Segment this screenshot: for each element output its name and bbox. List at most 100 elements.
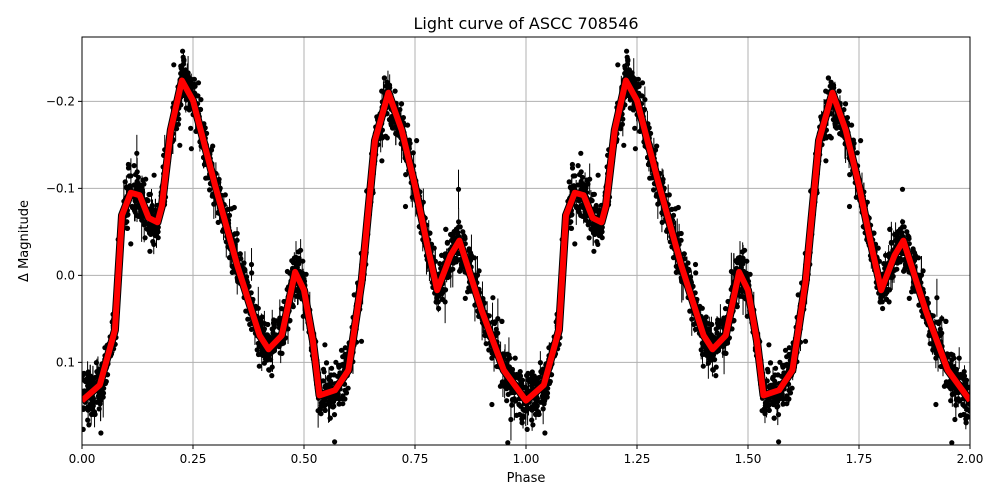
data-point bbox=[267, 353, 272, 358]
data-point bbox=[298, 248, 303, 253]
data-point bbox=[323, 408, 328, 413]
data-point bbox=[642, 97, 647, 102]
data-point bbox=[393, 131, 398, 136]
data-point bbox=[151, 242, 156, 247]
data-point bbox=[964, 420, 969, 425]
data-point bbox=[622, 71, 627, 76]
data-point bbox=[437, 261, 442, 266]
data-point bbox=[434, 299, 439, 304]
data-point bbox=[704, 314, 709, 319]
data-point bbox=[900, 219, 905, 224]
data-point bbox=[514, 372, 519, 377]
data-point bbox=[858, 138, 863, 143]
data-point bbox=[768, 360, 773, 365]
data-point bbox=[399, 101, 404, 106]
data-point bbox=[85, 418, 90, 423]
data-point bbox=[636, 77, 641, 82]
data-point bbox=[296, 256, 301, 261]
data-point bbox=[621, 143, 626, 148]
data-point bbox=[530, 369, 535, 374]
data-point bbox=[787, 345, 792, 350]
data-point bbox=[530, 406, 535, 411]
data-point bbox=[456, 224, 461, 229]
x-tick-label: 0.00 bbox=[69, 452, 96, 466]
data-point bbox=[632, 126, 637, 131]
data-point bbox=[949, 352, 954, 357]
data-point bbox=[140, 178, 145, 183]
data-point bbox=[591, 249, 596, 254]
data-point bbox=[134, 151, 139, 156]
data-point bbox=[715, 320, 720, 325]
data-point bbox=[147, 231, 152, 236]
data-point bbox=[958, 413, 963, 418]
data-point bbox=[530, 422, 535, 427]
data-point bbox=[693, 270, 698, 275]
data-point bbox=[245, 317, 250, 322]
data-point bbox=[278, 350, 283, 355]
y-tick-label: 0.1 bbox=[56, 355, 75, 369]
data-point bbox=[403, 172, 408, 177]
data-point bbox=[499, 319, 504, 324]
data-point bbox=[577, 172, 582, 177]
x-tick-label: 1.00 bbox=[513, 452, 540, 466]
data-point bbox=[265, 322, 270, 327]
data-point bbox=[766, 369, 771, 374]
data-point bbox=[530, 378, 535, 383]
data-point bbox=[133, 172, 138, 177]
data-point bbox=[207, 187, 212, 192]
data-point bbox=[439, 253, 444, 258]
data-point bbox=[405, 123, 410, 128]
data-point bbox=[615, 62, 620, 67]
data-point bbox=[343, 345, 348, 350]
data-point bbox=[257, 364, 262, 369]
x-tick-label: 2.00 bbox=[957, 452, 984, 466]
data-point bbox=[86, 422, 91, 427]
data-point bbox=[98, 398, 103, 403]
data-point bbox=[894, 234, 899, 239]
data-point bbox=[155, 227, 160, 232]
data-point bbox=[322, 342, 327, 347]
data-point bbox=[456, 187, 461, 192]
data-point bbox=[772, 381, 777, 386]
data-point bbox=[264, 358, 269, 363]
data-point bbox=[506, 392, 511, 397]
data-point bbox=[595, 242, 600, 247]
data-point bbox=[722, 350, 727, 355]
data-point bbox=[463, 296, 468, 301]
data-point bbox=[584, 178, 589, 183]
data-point bbox=[781, 401, 786, 406]
data-point bbox=[878, 299, 883, 304]
data-point bbox=[379, 89, 384, 94]
data-point bbox=[505, 352, 510, 357]
data-point bbox=[329, 366, 334, 371]
data-point bbox=[803, 339, 808, 344]
data-point bbox=[673, 206, 678, 211]
data-point bbox=[346, 386, 351, 391]
data-point bbox=[458, 266, 463, 271]
data-point bbox=[599, 227, 604, 232]
data-point bbox=[383, 134, 388, 139]
data-point bbox=[189, 146, 194, 151]
data-point bbox=[136, 182, 141, 187]
chart-title: Light curve of ASCC 708546 bbox=[413, 14, 638, 33]
data-point bbox=[318, 411, 323, 416]
data-point bbox=[322, 369, 327, 374]
data-point bbox=[591, 192, 596, 197]
data-point bbox=[490, 295, 495, 300]
data-point bbox=[902, 266, 907, 271]
data-point bbox=[147, 249, 152, 254]
data-point bbox=[784, 354, 789, 359]
data-point bbox=[596, 173, 601, 178]
data-point bbox=[772, 416, 777, 421]
x-tick-label: 1.25 bbox=[624, 452, 651, 466]
data-point bbox=[229, 206, 234, 211]
data-point bbox=[776, 439, 781, 444]
data-point bbox=[907, 296, 912, 301]
data-point bbox=[790, 386, 795, 391]
data-point bbox=[770, 375, 775, 380]
data-point bbox=[508, 417, 513, 422]
data-point bbox=[516, 402, 521, 407]
data-point bbox=[504, 398, 509, 403]
data-point bbox=[538, 360, 543, 365]
